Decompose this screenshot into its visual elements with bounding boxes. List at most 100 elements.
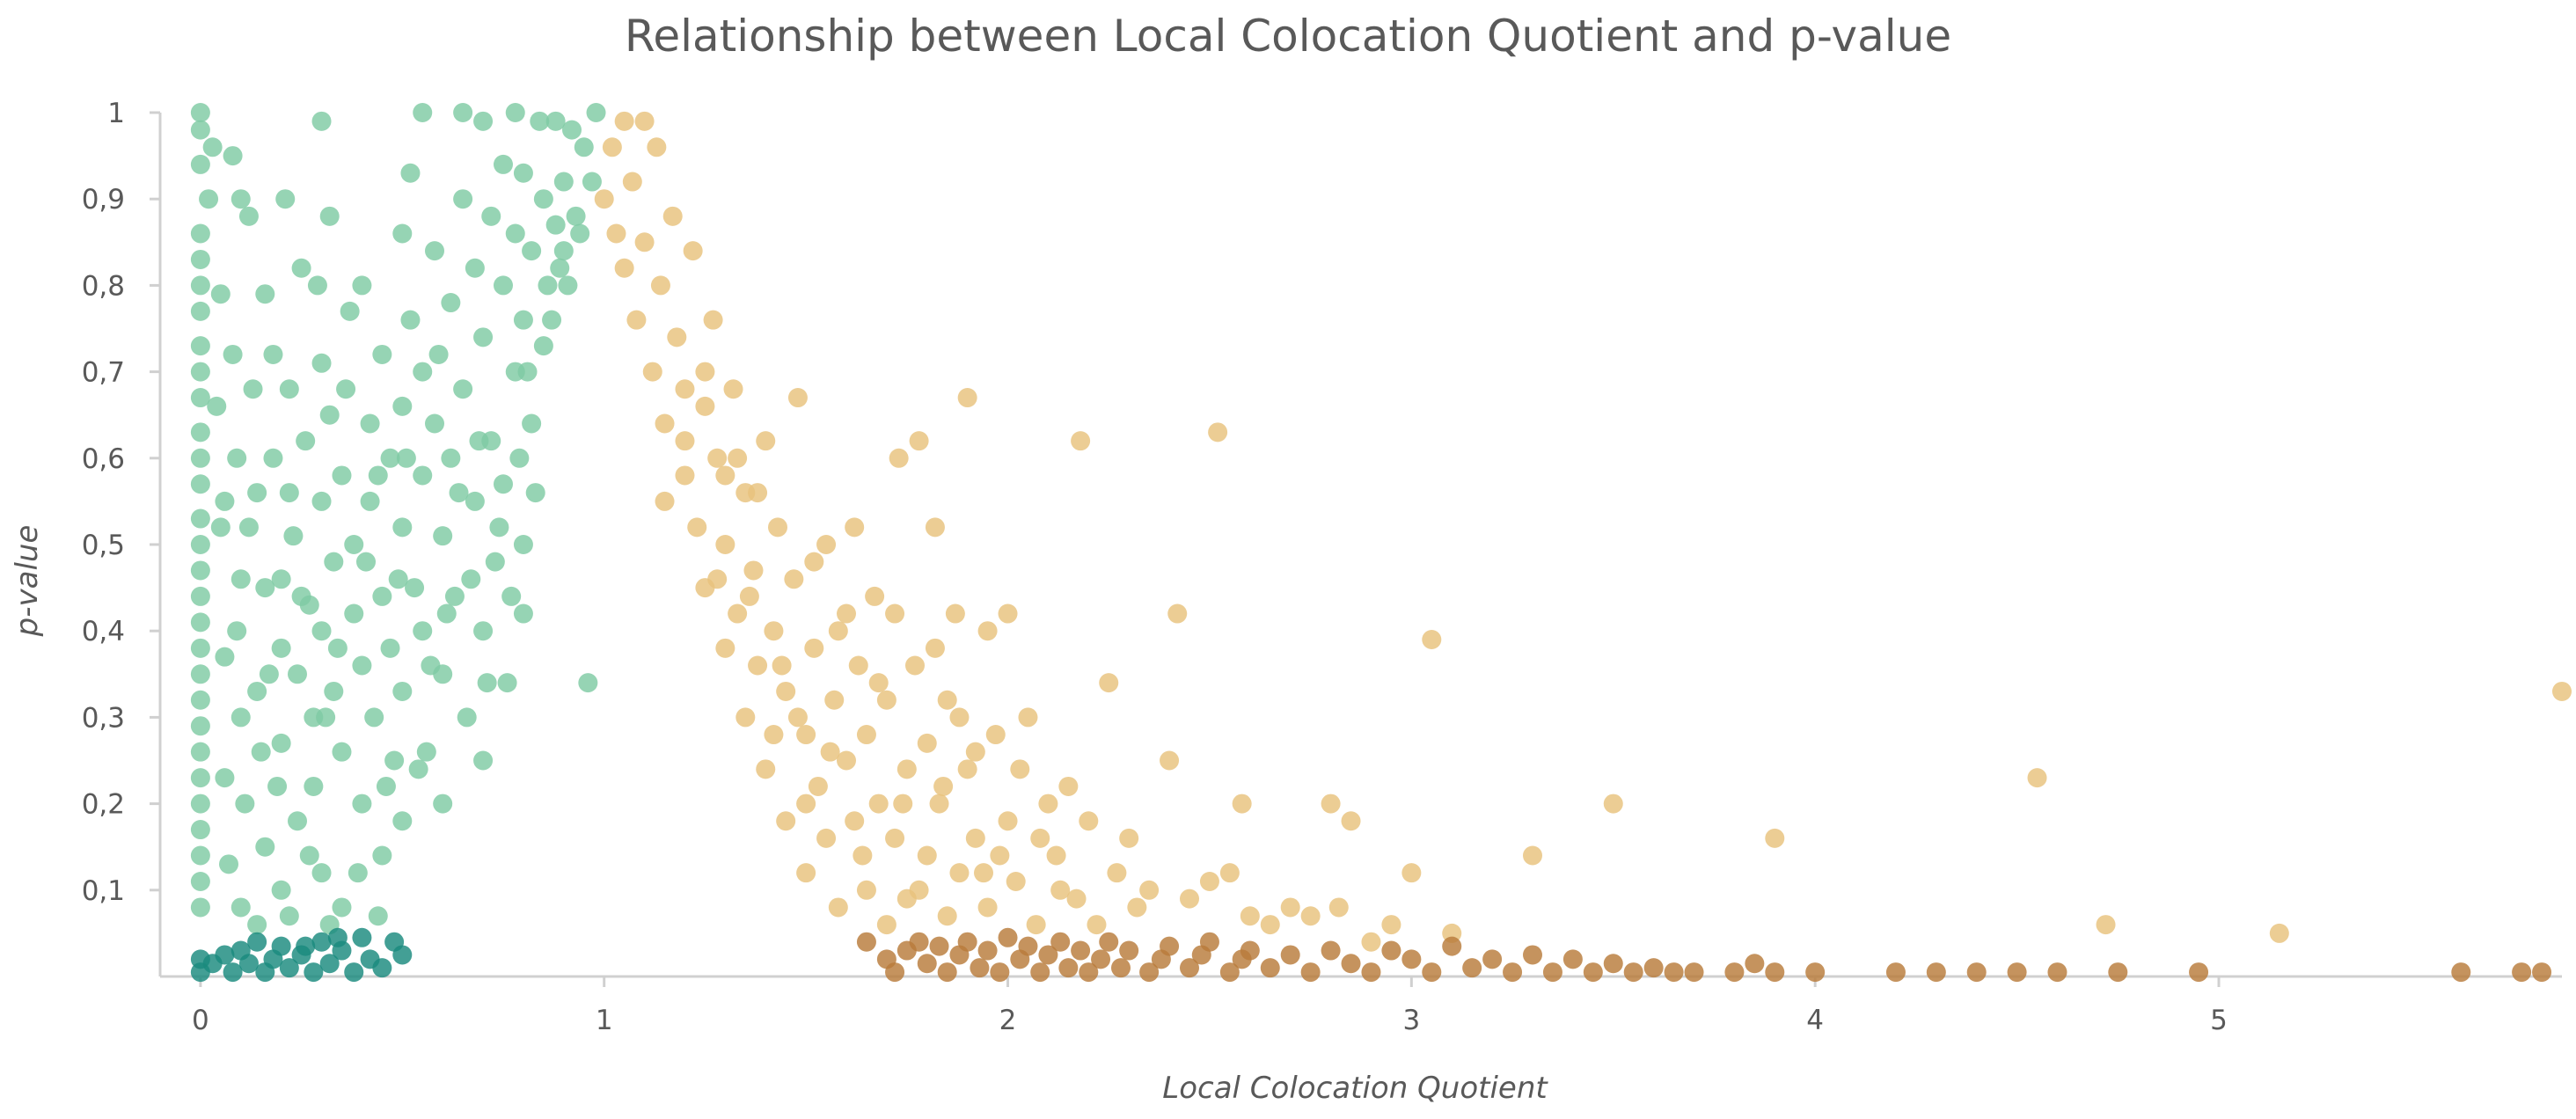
data-point	[190, 664, 210, 684]
data-point	[324, 552, 344, 572]
data-point	[372, 845, 392, 866]
data-point	[796, 794, 816, 814]
data-point	[570, 223, 590, 244]
data-point	[360, 413, 380, 434]
data-point	[473, 111, 494, 131]
data-point	[909, 880, 929, 900]
data-point	[1328, 897, 1349, 918]
data-point	[1422, 962, 1442, 983]
data-point	[1219, 962, 1240, 983]
data-point	[974, 863, 993, 883]
data-point	[707, 448, 728, 468]
data-point	[231, 897, 251, 918]
data-point	[505, 223, 525, 244]
data-point	[190, 388, 210, 408]
data-point	[408, 759, 428, 779]
data-point	[1321, 794, 1341, 814]
data-point	[868, 794, 889, 814]
data-point	[1401, 863, 1422, 883]
data-point	[190, 742, 210, 762]
data-point	[1361, 932, 1381, 952]
data-point	[348, 863, 368, 883]
data-point	[808, 776, 828, 796]
data-point	[977, 940, 998, 961]
data-point	[622, 172, 642, 192]
data-point	[327, 927, 348, 947]
data-point	[977, 621, 998, 641]
data-point	[2532, 962, 2552, 983]
data-point	[578, 673, 598, 693]
data-point	[231, 189, 251, 209]
data-point	[558, 275, 578, 296]
data-point	[1232, 794, 1252, 814]
data-point	[804, 638, 824, 658]
data-point	[304, 962, 324, 983]
data-point	[925, 638, 945, 658]
data-point	[291, 586, 311, 606]
data-point	[441, 448, 461, 468]
data-point	[473, 327, 494, 347]
data-point	[1482, 949, 1503, 969]
data-point	[1058, 776, 1079, 796]
data-point	[425, 241, 444, 261]
data-point	[1107, 863, 1127, 883]
data-point	[1300, 962, 1321, 983]
y-tick-label: 0,6	[82, 443, 125, 475]
data-point	[655, 413, 675, 434]
data-point	[917, 954, 937, 974]
y-axis-ticks: 0,1 0,2 0,3 0,4 0,5 0,6 0,7 0,8 0,9 1	[82, 98, 160, 907]
data-point	[1503, 962, 1523, 983]
data-point	[190, 638, 210, 658]
data-point	[574, 137, 594, 157]
data-point	[509, 448, 530, 468]
data-point	[485, 552, 505, 572]
data-point	[2552, 681, 2572, 701]
data-point	[1071, 940, 1091, 961]
data-point	[311, 621, 332, 641]
data-point	[1208, 422, 1228, 442]
data-point	[505, 103, 525, 122]
y-tick-label: 0,5	[82, 530, 125, 561]
y-tick-label: 0,2	[82, 789, 125, 821]
x-tick-label: 2	[999, 1005, 1017, 1036]
data-point	[513, 603, 533, 624]
data-point	[190, 897, 210, 918]
data-point	[1603, 954, 1623, 974]
data-point	[1018, 936, 1038, 956]
data-point	[1885, 962, 1906, 983]
data-point	[1381, 940, 1401, 961]
data-point	[1401, 949, 1422, 969]
data-point	[279, 958, 299, 978]
data-point	[723, 379, 743, 399]
data-point	[352, 927, 372, 947]
data-point	[332, 897, 352, 918]
x-axis-title: Local Colocation Quotient	[1162, 1071, 1548, 1106]
data-point	[396, 448, 416, 468]
data-point	[756, 759, 776, 779]
data-point	[319, 206, 340, 226]
data-point	[845, 517, 865, 538]
data-point	[796, 725, 816, 745]
data-point	[614, 258, 634, 278]
data-point	[545, 215, 566, 235]
data-point	[683, 241, 703, 261]
data-point	[1030, 962, 1050, 983]
data-point	[1341, 811, 1361, 831]
data-point	[202, 137, 223, 157]
data-point	[263, 344, 283, 364]
data-point	[247, 681, 267, 701]
data-point	[190, 154, 210, 174]
data-point	[352, 275, 372, 296]
data-point	[1280, 897, 1300, 918]
data-point	[675, 431, 695, 451]
data-point	[865, 586, 885, 606]
data-point	[804, 552, 824, 572]
data-point	[896, 759, 917, 779]
data-point	[190, 103, 210, 122]
y-tick-label: 1	[107, 98, 125, 129]
data-point	[2451, 962, 2471, 983]
data-point	[957, 759, 977, 779]
data-point	[517, 362, 538, 382]
data-point	[279, 483, 299, 503]
data-point	[1119, 828, 1139, 848]
